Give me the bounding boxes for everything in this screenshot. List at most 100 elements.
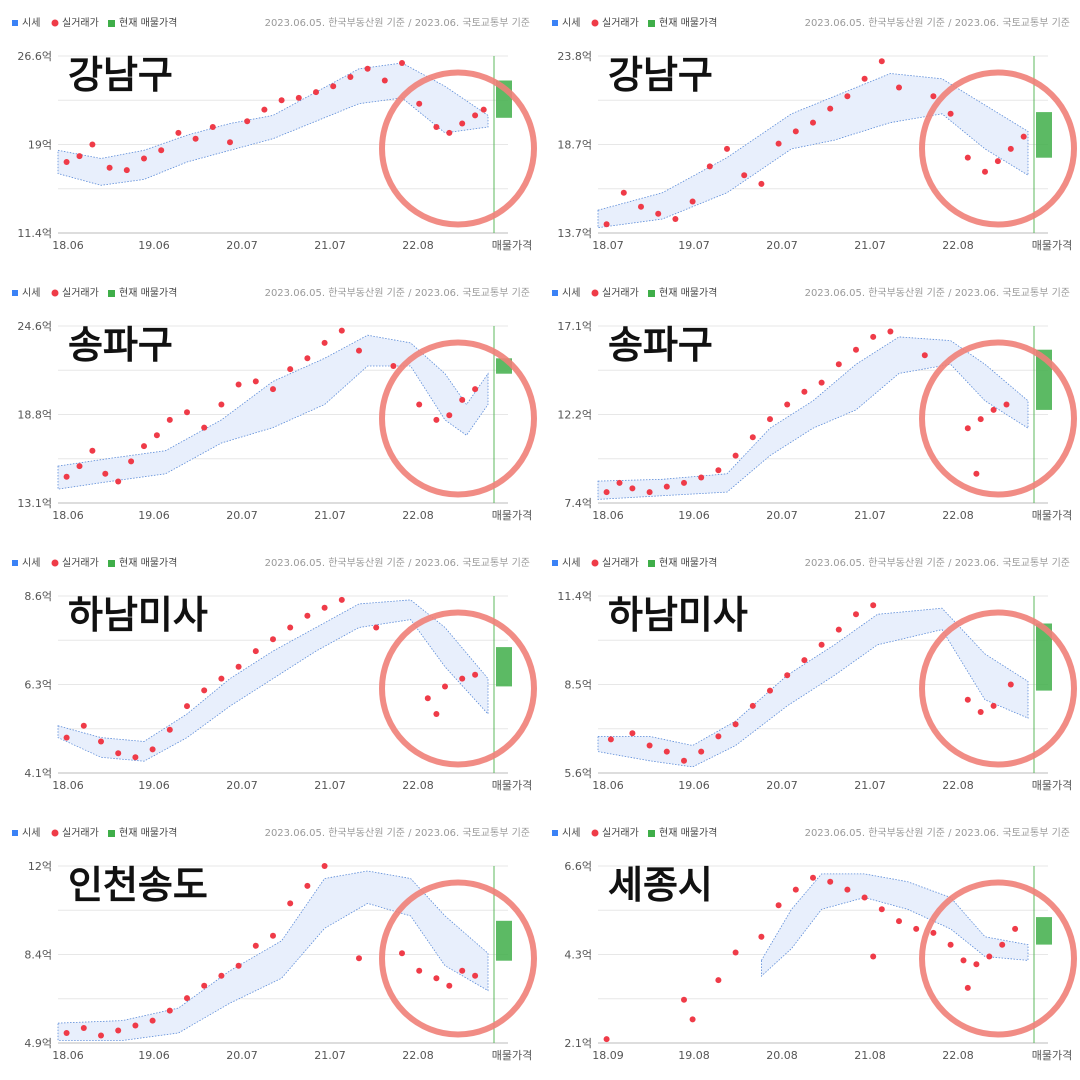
legend-swatch-market [12, 560, 18, 566]
region-title: 송파구 [608, 323, 713, 367]
transaction-dot [80, 722, 87, 729]
x-tick-label: 19.06 [138, 239, 170, 252]
legend-label-listing: 현재 매물가격 [119, 286, 177, 299]
x-tick-label: 21.07 [314, 509, 346, 522]
transaction-dot [921, 352, 928, 359]
y-tick-label: 4.1억 [24, 767, 52, 780]
transaction-dot [321, 604, 328, 611]
transaction-dot [986, 953, 993, 960]
x-tick-label: 20.07 [226, 1049, 258, 1062]
transaction-dot [252, 378, 259, 385]
transaction-dot [399, 950, 405, 957]
transaction-dot [270, 386, 276, 393]
legend-label-listing: 현재 매물가격 [659, 286, 717, 299]
x-tick-label: 21.07 [314, 239, 346, 252]
transaction-dot [175, 129, 182, 136]
transaction-dot [102, 470, 109, 477]
transaction-dot [706, 163, 713, 170]
transaction-dot [63, 734, 70, 741]
transaction-dot [749, 702, 756, 709]
x-tick-label: 18.06 [592, 509, 624, 522]
x-tick-label: 20.07 [226, 509, 258, 522]
transaction-dot [399, 60, 405, 66]
x-tick-label: 19.06 [138, 779, 170, 792]
x-tick-label: 20.07 [766, 509, 798, 522]
transaction-dot [80, 1025, 87, 1031]
legend-swatch-market [12, 20, 18, 26]
transaction-dot [853, 611, 859, 618]
transaction-dot [930, 929, 937, 936]
legend-label-market: 시세 [562, 557, 580, 569]
x-tick-label: 매물가격 [1032, 509, 1072, 522]
legend-swatch-actual [591, 559, 599, 567]
x-tick-label: 매물가격 [1032, 239, 1072, 252]
legend-swatch-listing [108, 20, 115, 27]
chart-panel: 시세 실거래가 현재 매물가격 2023.06.05. 한국부동산원 기준 / 202… [540, 270, 1080, 540]
transaction-dot [446, 412, 453, 419]
transaction-dot [480, 106, 487, 113]
transaction-dot [416, 100, 423, 107]
transaction-dot [338, 596, 345, 603]
region-title: 강남구 [608, 53, 713, 97]
transaction-dot [990, 702, 997, 709]
market-price-band [57, 334, 489, 490]
chart-svg: 시세 실거래가 현재 매물가격 2023.06.05. 한국부동산원 기준 / 202… [12, 826, 537, 1062]
transaction-dot [681, 479, 687, 486]
y-tick-label: 8.5억 [564, 679, 592, 692]
x-tick-label: 19.06 [678, 779, 710, 792]
legend-swatch-actual [51, 559, 59, 567]
transaction-dot [416, 401, 423, 408]
transaction-dot [810, 874, 816, 881]
source-note: 2023.06.05. 한국부동산원 기준 / 2023.06. 국토교통부 기… [265, 287, 530, 299]
legend: 시세 실거래가 현재 매물가격 [552, 826, 717, 839]
transaction-dot [304, 355, 311, 362]
y-tick-label: 18.8억 [17, 409, 52, 422]
legend-swatch-listing [108, 830, 115, 837]
transaction-dot [166, 416, 173, 423]
transaction-dot [218, 972, 225, 979]
transaction-dot [861, 75, 868, 82]
listing-price-bar [496, 647, 512, 687]
transaction-dot [603, 221, 610, 228]
transaction-dot [235, 663, 242, 670]
transaction-dot [270, 932, 276, 939]
transaction-dot [364, 65, 371, 72]
x-tick-label: 19.07 [678, 239, 710, 252]
x-tick-label: 22.08 [942, 779, 974, 792]
transaction-dot [810, 119, 816, 126]
y-tick-label: 5.6억 [564, 767, 592, 780]
transaction-dot [1012, 925, 1019, 932]
transaction-dot [964, 984, 971, 991]
highlight-circle [379, 609, 537, 768]
x-tick-label: 22.08 [402, 779, 434, 792]
transaction-dot [973, 470, 980, 477]
legend: 시세 실거래가 현재 매물가격 [552, 16, 717, 29]
chart-panel: 시세 실거래가 현재 매물가격 2023.06.05. 한국부동산원 기준 / 202… [540, 540, 1080, 810]
y-tick-label: 6.3억 [24, 679, 52, 692]
transaction-dot [252, 648, 259, 655]
chart-svg: 시세 실거래가 현재 매물가격 2023.06.05. 한국부동산원 기준 / 202… [12, 16, 537, 252]
transaction-dot [433, 975, 440, 982]
region-title: 인천송도 [68, 863, 208, 907]
transaction-dot [244, 118, 251, 125]
transaction-dot [801, 388, 808, 395]
legend-label-listing: 현재 매물가격 [119, 556, 177, 569]
legend-label-market: 시세 [22, 827, 40, 839]
transaction-dot [977, 416, 984, 423]
transaction-dot [287, 366, 294, 373]
transaction-dot [896, 918, 902, 925]
source-note: 2023.06.05. 한국부동산원 기준 / 2023.06. 국토교통부 기… [265, 557, 530, 569]
transaction-dot [132, 1022, 139, 1029]
transaction-dot [913, 925, 920, 932]
transaction-dot [459, 396, 466, 403]
chart-svg: 시세 실거래가 현재 매물가격 2023.06.05. 한국부동산원 기준 / 202… [552, 826, 1077, 1062]
transaction-dot [758, 933, 765, 940]
transaction-dot [844, 886, 851, 893]
market-price-band [761, 873, 1029, 978]
transaction-dot [141, 155, 147, 162]
highlight-circle [919, 609, 1077, 768]
transaction-dot [964, 154, 971, 161]
legend-swatch-actual [591, 829, 599, 837]
transaction-dot [76, 153, 83, 160]
transaction-dot [227, 139, 233, 146]
